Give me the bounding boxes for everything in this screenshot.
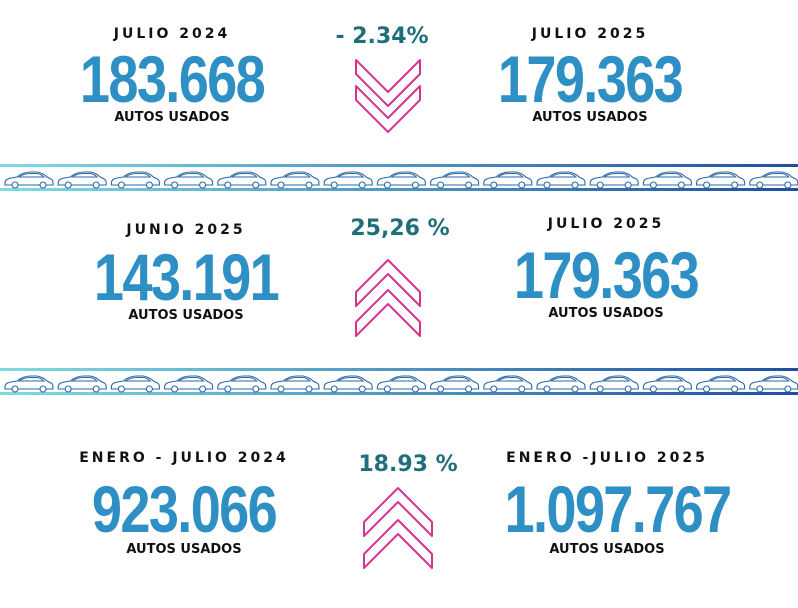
car-outline-icon [323, 171, 373, 189]
car-divider [0, 368, 798, 395]
stat-value: 1.097.767 [504, 472, 733, 546]
car-outline-icon [270, 171, 320, 189]
period-label: ENERO -JULIO 2025 [506, 450, 708, 466]
car-outline-icon [376, 171, 426, 189]
period-label: JULIO 2024 [113, 26, 231, 42]
stat-value: 143.191 [93, 240, 280, 314]
left-stat: JULIO 2024 183.668 AUTOS USADOS [52, 26, 292, 125]
car-outline-icon [749, 375, 798, 393]
left-stat: JUNIO 2025 143.191 AUTOS USADOS [66, 222, 306, 323]
period-label: JULIO 2025 [531, 26, 649, 42]
stat-value: 179.363 [497, 42, 684, 116]
car-outline-icon [4, 171, 798, 189]
percent-change: 18.93 % [358, 452, 458, 477]
unit-label: AUTOS USADOS [126, 542, 242, 557]
car-outline-icon [57, 171, 107, 189]
car-outline-icon [483, 375, 533, 393]
right-stat: ENERO -JULIO 2025 1.097.767 AUTOS USADOS [482, 450, 733, 557]
comparison-row-3: ENERO - JULIO 2024 923.066 AUTOS USADOS … [0, 430, 798, 600]
car-outline-icon [217, 171, 267, 189]
unit-label: AUTOS USADOS [548, 306, 664, 321]
car-outline-icon [164, 375, 214, 393]
car-outline-icon [376, 375, 426, 393]
double-chevron-up-icon [355, 259, 421, 337]
right-stat: JULIO 2025 179.363 AUTOS USADOS [486, 216, 726, 321]
car-outline-icon [270, 375, 320, 393]
car-outline-icon [642, 171, 692, 189]
comparison-row-2: JUNIO 2025 143.191 AUTOS USADOS 25,26 % … [0, 196, 798, 356]
car-outline-icon [696, 171, 746, 189]
car-outline-icon [749, 171, 798, 189]
left-stat: ENERO - JULIO 2024 923.066 AUTOS USADOS [64, 450, 304, 557]
unit-label: AUTOS USADOS [549, 542, 665, 557]
percent-change: - 2.34% [335, 24, 429, 49]
period-label: JULIO 2025 [547, 216, 665, 232]
car-outline-icon [57, 375, 107, 393]
car-outline-icon [430, 171, 480, 189]
car-outline-icon [110, 171, 160, 189]
car-outline-icon [696, 375, 746, 393]
car-outline-icon [110, 375, 160, 393]
car-outline-icon [589, 171, 639, 189]
car-outline-icon [483, 171, 533, 189]
stat-value: 179.363 [513, 238, 700, 312]
percent-change: 25,26 % [350, 216, 450, 241]
unit-label: AUTOS USADOS [114, 110, 230, 125]
unit-label: AUTOS USADOS [128, 308, 244, 323]
car-outline-icon [323, 375, 373, 393]
double-chevron-up-icon [363, 487, 433, 569]
car-outline-icon [4, 171, 54, 189]
car-divider [0, 164, 798, 191]
stat-value: 183.668 [79, 42, 266, 116]
car-outline-icon [589, 375, 639, 393]
right-stat: JULIO 2025 179.363 AUTOS USADOS [470, 26, 710, 125]
car-outline-icon [536, 171, 586, 189]
comparison-row-1: JULIO 2024 183.668 AUTOS USADOS - 2.34% … [0, 0, 798, 160]
double-chevron-down-icon [355, 59, 421, 133]
car-outline-icon [642, 375, 692, 393]
car-outline-icon [4, 375, 798, 393]
period-label: JUNIO 2025 [126, 222, 246, 238]
period-label: ENERO - JULIO 2024 [79, 450, 289, 466]
stat-value: 923.066 [91, 472, 278, 546]
car-outline-icon [217, 375, 267, 393]
car-outline-icon [536, 375, 586, 393]
unit-label: AUTOS USADOS [532, 110, 648, 125]
car-outline-icon [4, 375, 54, 393]
car-outline-icon [164, 171, 214, 189]
car-outline-icon [430, 375, 480, 393]
